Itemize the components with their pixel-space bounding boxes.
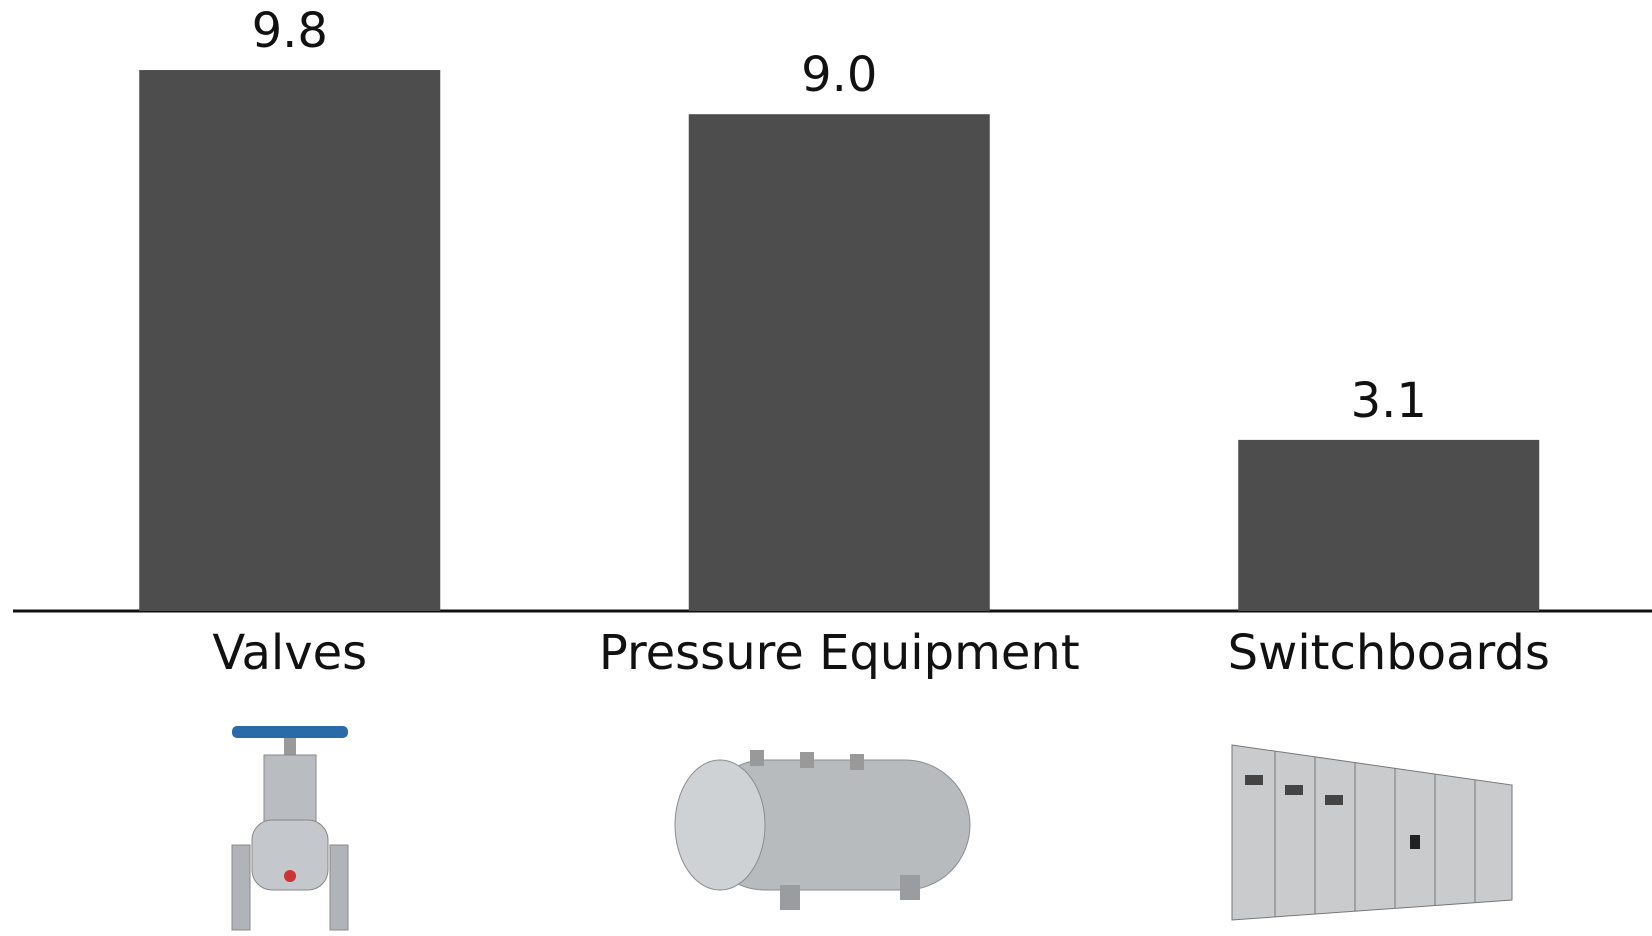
pressure-vessel-image xyxy=(674,750,971,910)
value-label: 9.0 xyxy=(801,47,877,103)
x-tick-label: Valves xyxy=(212,625,367,681)
value-label: 3.1 xyxy=(1351,373,1427,429)
valve-image xyxy=(231,726,349,931)
bar xyxy=(1238,439,1540,611)
switchboard-image xyxy=(1231,744,1513,921)
x-tick-label: Switchboards xyxy=(1228,625,1550,681)
bar xyxy=(688,114,990,611)
bar xyxy=(139,70,441,612)
x-tick-label: Pressure Equipment xyxy=(599,625,1080,681)
value-label: 9.8 xyxy=(252,3,328,59)
